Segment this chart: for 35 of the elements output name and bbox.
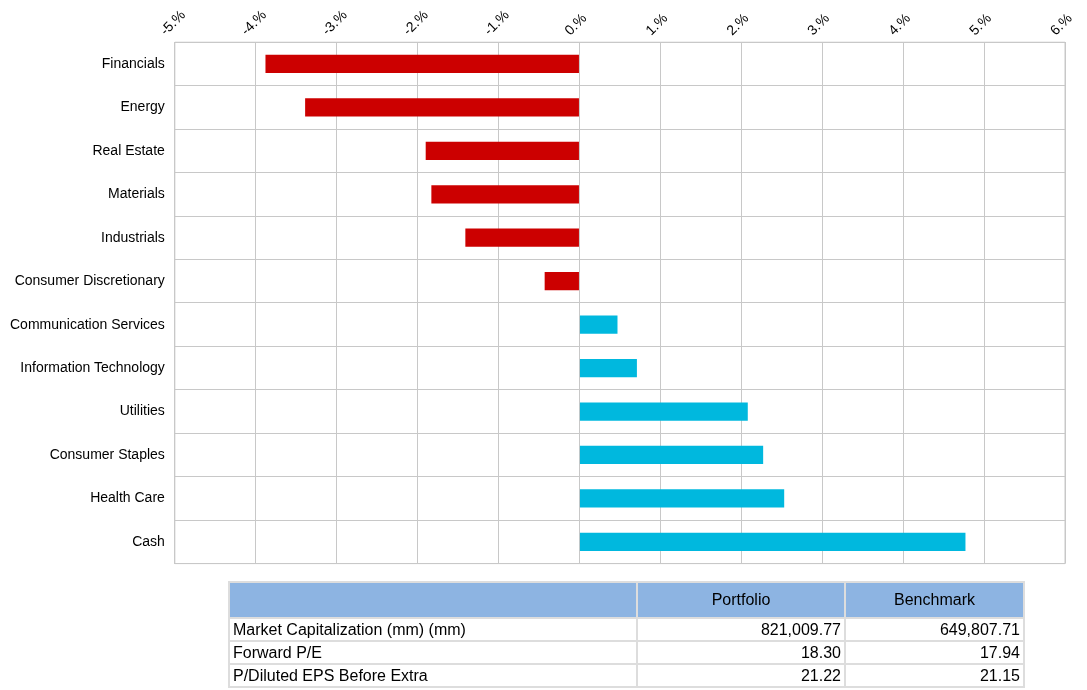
x-tick-label: 1.% [642,9,671,39]
x-tick-label: -1.% [480,6,512,39]
y-tick-label: Consumer Discretionary [14,272,165,289]
text: Portfolio [637,582,845,618]
category-label: Market Capitalization (mm) (mm) [229,618,637,641]
x-tick-label: -5.% [156,6,189,39]
x-tick-label: -3.% [318,6,351,39]
text: 17.94 [845,641,1024,664]
x-tick-label: 5.% [965,9,995,39]
text: 21.22 [637,664,845,687]
text: Benchmark [845,582,1024,618]
y-tick-label: Real Estate [92,141,166,158]
x-tick-label: 4.% [884,9,914,39]
text: 18.30 [637,641,845,664]
y-tick-label: Health Care [90,489,166,506]
x-tick-label: -4.% [237,6,270,39]
y-tick-label: Materials [108,185,165,202]
text: 21.15 [845,664,1024,687]
x-tick-label: 2.% [722,9,752,39]
y-tick-label: Cash [132,532,165,549]
category-label: Forward P/E [229,641,637,664]
y-tick-label: Industrials [101,228,165,245]
y-tick-label: Consumer Staples [49,445,165,462]
y-tick-label: Information Technology [20,358,165,375]
text: 649,807.71 [845,618,1024,641]
x-tick-label: 6.% [1046,9,1076,39]
y-tick-label: Energy [120,98,165,115]
x-tick-label: 0.% [561,9,590,39]
y-tick-label: Communication Services [9,315,165,332]
y-tick-label: Financials [101,54,165,71]
y-tick-label: Utilities [119,402,165,419]
text: 821,009.77 [637,618,845,641]
category-label: P/Diluted EPS Before Extra [229,664,637,687]
x-tick-label: 3.% [803,9,833,39]
x-tick-label: -2.% [399,6,431,39]
